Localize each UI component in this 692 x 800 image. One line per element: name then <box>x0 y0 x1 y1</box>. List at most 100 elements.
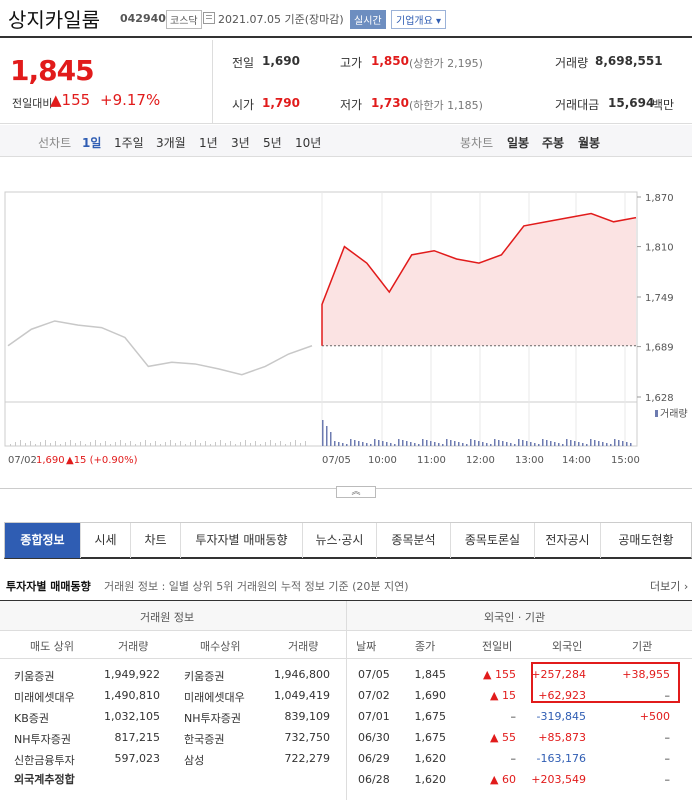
volume-bar <box>618 440 620 446</box>
volume-bar <box>350 439 352 446</box>
prev-label: 전일 <box>232 56 255 70</box>
tab-analysis[interactable]: 종목분석 <box>377 523 451 558</box>
broker-cell: 한국증권 <box>184 733 225 746</box>
volume-bar <box>438 443 440 446</box>
volume-bar <box>300 443 301 446</box>
tab-price[interactable]: 시세 <box>81 523 131 558</box>
broker-header-bg <box>0 601 346 630</box>
range-5y[interactable]: 5년 <box>263 136 282 150</box>
volume-bar <box>530 442 532 446</box>
base-date: 2021.07.05 기준(장마감) <box>218 13 344 26</box>
col-sell-vol: 거래량 <box>118 640 149 653</box>
foreign-cell: 1,620 <box>414 752 447 765</box>
volume-bar <box>205 441 206 446</box>
volume-bar <box>270 440 271 446</box>
foreign-cell: – <box>664 731 671 744</box>
volume-bar <box>570 440 572 446</box>
price-chart[interactable]: 1,870 1,810 1,749 1,689 1,628 07/05 10:00 11:00… <box>0 158 692 478</box>
volume-bar <box>582 443 584 446</box>
volume-bar <box>598 441 600 446</box>
volume-bar <box>342 443 344 446</box>
range-10y[interactable]: 10년 <box>295 136 322 150</box>
broker-cell: 839,109 <box>284 710 331 723</box>
quote-panel: 1,845 전일대비 ▲155 +9.17% 전일 1,690 고가 1,850… <box>0 40 692 124</box>
foreign-cell: – <box>664 773 671 786</box>
volume-bar <box>305 441 306 446</box>
volume-bar <box>486 443 488 446</box>
candle-weekly[interactable]: 주봉 <box>542 136 565 150</box>
tab-summary[interactable]: 종합정보 <box>5 523 81 558</box>
tab-short-selling[interactable]: 공매도현황 <box>618 533 674 547</box>
volume-bar <box>426 440 428 446</box>
volume-bar <box>230 441 231 446</box>
volume-bar <box>506 442 508 446</box>
company-info-button[interactable]: 기업개요 ▾ <box>391 10 446 29</box>
volume-bar <box>590 439 592 446</box>
broker-cell: 597,023 <box>114 752 161 765</box>
foreign-cell: -319,845 <box>536 710 586 723</box>
foreign-cell: – <box>664 752 671 765</box>
foreign-cell: +500 <box>639 710 670 723</box>
y-tick-label: 1,628 <box>645 393 674 404</box>
upper-limit: (상한가 2,195) <box>409 57 483 70</box>
tab-investor[interactable]: 투자자별 매매동향 <box>181 523 303 558</box>
volume-bar <box>70 440 71 446</box>
more-link[interactable]: 더보기 › <box>650 580 689 593</box>
broker-cell: NH투자증권 <box>184 712 241 725</box>
volume-bar <box>120 440 121 446</box>
volume-bar <box>346 444 348 446</box>
foreign-cell: ▲ 60 <box>490 773 516 786</box>
volume-value: 8,698,551 <box>595 54 663 68</box>
volume-bar <box>255 441 256 446</box>
volume-bar <box>285 444 286 446</box>
col-header-divider <box>0 658 692 659</box>
diff-percent: +9.17% <box>100 91 161 109</box>
x-tick-label: 14:00 <box>562 455 591 466</box>
range-1y[interactable]: 1년 <box>199 136 218 150</box>
candle-daily[interactable]: 일봉 <box>507 136 530 150</box>
volume-bar <box>550 441 552 446</box>
foreign-cell: -163,176 <box>536 752 586 765</box>
volume-bar <box>40 442 41 446</box>
high-value: 1,850 <box>371 54 409 68</box>
volume-bar <box>215 442 216 446</box>
candle-monthly[interactable]: 월봉 <box>578 136 601 150</box>
tab-chart[interactable]: 차트 <box>131 523 181 558</box>
foreign-cell: +85,873 <box>538 731 586 744</box>
collapse-button[interactable]: ︽ <box>336 486 376 498</box>
investor-desc: 거래원 정보 : 일별 상위 5위 거래원의 누적 정보 기준 (20분 지연) <box>104 580 409 593</box>
clipboard-icon[interactable] <box>203 12 215 24</box>
range-3m[interactable]: 3개월 <box>156 136 186 150</box>
volume-bar <box>125 443 126 446</box>
stock-name: 상지카일룸 <box>8 8 100 32</box>
range-1d[interactable]: 1일 <box>82 136 102 150</box>
realtime-button[interactable]: 실시간 <box>350 10 386 29</box>
volume-bar <box>534 443 536 446</box>
range-3y[interactable]: 3년 <box>231 136 250 150</box>
range-1w[interactable]: 1주일 <box>114 136 144 150</box>
header-divider <box>0 630 692 631</box>
broker-cell: 817,215 <box>114 731 161 744</box>
volume-bar <box>526 441 528 446</box>
foreign-cell: 07/05 <box>358 668 390 681</box>
line-chart-label: 선차트 <box>38 136 72 150</box>
volume-bar <box>265 442 266 446</box>
y-tick-label: 1,810 <box>645 243 674 254</box>
x-tick-label: 11:00 <box>417 455 446 466</box>
table-top-border <box>0 600 692 601</box>
volume-bar <box>414 443 416 446</box>
volume-bar <box>574 441 576 446</box>
volume-bar <box>478 441 480 446</box>
volume-bar <box>280 441 281 446</box>
tab-disclosure[interactable]: 전자공시 <box>535 523 601 558</box>
foreign-cell: ▲ 155 <box>483 668 516 681</box>
tab-news[interactable]: 뉴스·공시 <box>303 523 377 558</box>
foreign-cell: +38,955 <box>622 668 670 681</box>
volume-bar <box>105 441 106 446</box>
tab-discussion[interactable]: 종목토론실 <box>451 523 535 558</box>
volume-bar <box>510 443 512 446</box>
broker-cell: 722,279 <box>284 752 331 765</box>
volume-bar <box>250 443 251 446</box>
volume-bar <box>362 442 364 446</box>
volume-bar <box>490 444 492 446</box>
